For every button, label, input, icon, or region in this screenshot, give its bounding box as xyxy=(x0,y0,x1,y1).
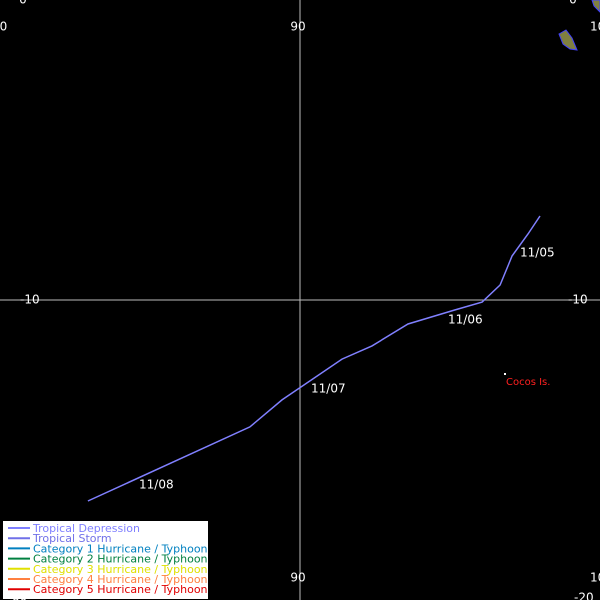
island xyxy=(558,29,578,51)
legend-label: Tropical Depression xyxy=(32,522,140,535)
lat-label: -10 xyxy=(20,293,40,307)
lat-label: -20 xyxy=(574,591,594,600)
date-label: 11/07 xyxy=(311,382,346,396)
date-label: 11/05 xyxy=(520,246,555,260)
lon-label: 100 xyxy=(590,20,600,34)
legend-label: Category 4 Hurricane / Typhoon xyxy=(33,573,208,586)
legend-label: Category 3 Hurricane / Typhoon xyxy=(33,563,208,576)
date-label: 11/08 xyxy=(139,478,174,492)
island xyxy=(591,0,600,13)
lon-label: 80 xyxy=(0,20,7,34)
lon-label: 90 xyxy=(290,20,305,34)
storm-track xyxy=(87,215,541,502)
legend-label: Tropical Storm xyxy=(32,532,112,545)
place-dot xyxy=(504,373,506,375)
lat-label: 0 xyxy=(569,0,577,7)
legend-label: Category 5 Hurricane / Typhoon xyxy=(33,583,208,596)
lon-label: 90 xyxy=(290,571,305,585)
legend-label: Category 1 Hurricane / Typhoon xyxy=(33,542,208,555)
date-label: 11/06 xyxy=(448,313,483,327)
lat-label: 0 xyxy=(19,0,27,7)
place-label: Cocos Is. xyxy=(506,377,550,388)
legend-box xyxy=(3,521,208,599)
lon-label: 100 xyxy=(590,571,600,585)
legend-label: Category 2 Hurricane / Typhoon xyxy=(33,553,208,566)
lat-label: -10 xyxy=(568,293,588,307)
